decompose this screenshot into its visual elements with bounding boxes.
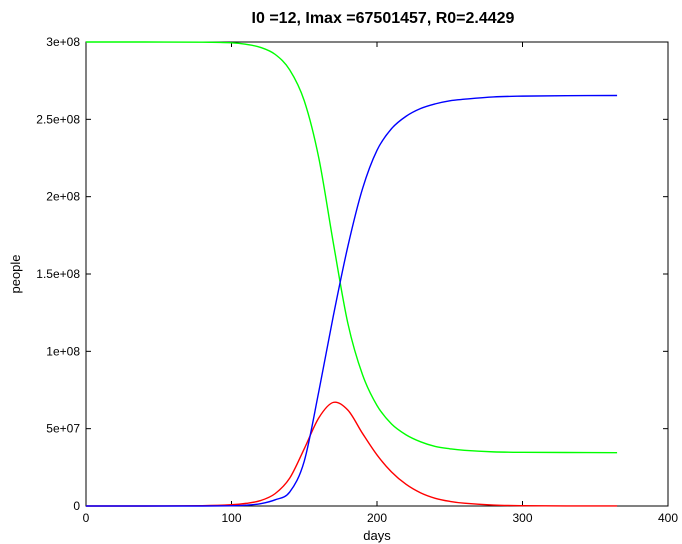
x-tick-label: 0 <box>83 511 90 525</box>
plot-area-frame <box>85 41 669 507</box>
chart-title: I0 =12, Imax =67501457, R0=2.4429 <box>252 10 515 27</box>
y-tick-label: 2e+08 <box>46 190 80 204</box>
y-tick-label: 3e+08 <box>46 35 80 49</box>
x-tick-label: 300 <box>512 511 532 525</box>
x-tick-label: 400 <box>658 511 678 525</box>
y-tick-label: 5e+07 <box>46 422 80 436</box>
y-tick-label: 1e+08 <box>46 344 80 358</box>
x-tick-label: 100 <box>221 511 241 525</box>
x-axis-label: days <box>363 528 391 543</box>
y-axis-label: people <box>8 254 23 293</box>
series-line-blue <box>86 94 618 507</box>
x-tick-label: 200 <box>367 511 387 525</box>
series-lines <box>86 41 618 507</box>
axis-ticks: 0 100 200 300 400 0 5e+07 1e+08 1.5e+08 2e+08 2.5e… <box>36 35 678 525</box>
series-line-red <box>86 401 618 507</box>
y-tick-label: 2.5e+08 <box>36 112 80 126</box>
y-tick-label: 1.5e+08 <box>36 267 80 281</box>
y-tick-label: 0 <box>73 499 80 513</box>
series-line-green <box>86 41 618 454</box>
